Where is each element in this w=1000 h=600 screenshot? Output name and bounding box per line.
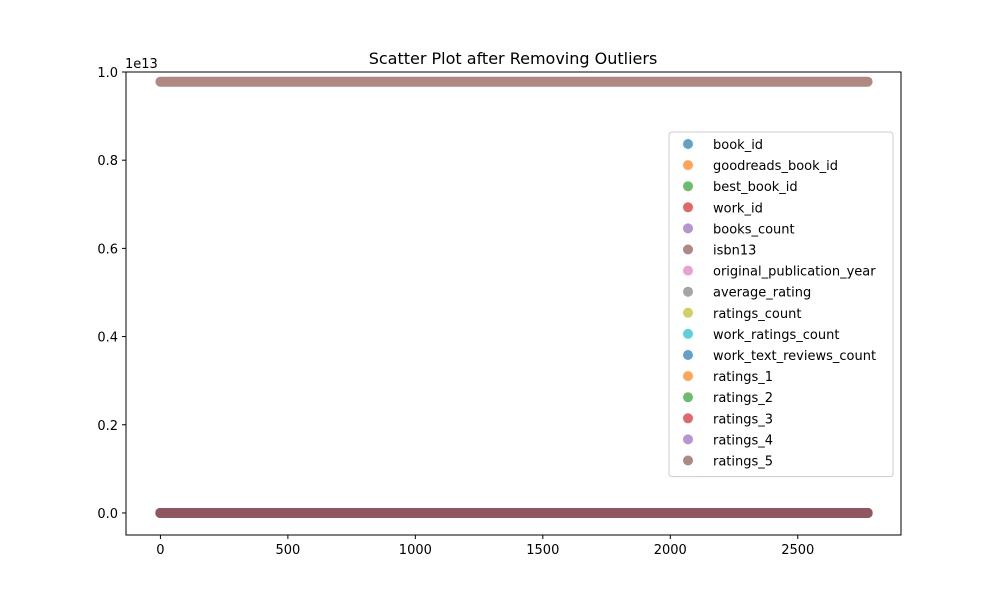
y-axis-offset-label: 1e13: [125, 57, 158, 72]
legend-label: ratings_5: [713, 455, 773, 470]
x-tick-label: 2500: [781, 543, 814, 558]
y-tick-label: 0.6: [97, 242, 118, 257]
legend-item: isbn13: [683, 244, 756, 259]
legend-label: ratings_2: [713, 391, 773, 406]
legend-marker: [683, 160, 693, 171]
x-tick-label: 0: [156, 543, 164, 558]
legend-marker: [683, 265, 693, 276]
legend-item: ratings_3: [683, 412, 773, 427]
legend-marker: [683, 413, 693, 424]
legend-item: average_rating: [683, 286, 811, 301]
legend-item: books_count: [683, 222, 795, 237]
legend-item: ratings_5: [683, 455, 773, 470]
x-tick-label: 1000: [399, 543, 432, 558]
legend-item: ratings_4: [683, 433, 773, 448]
legend-label: books_count: [713, 222, 795, 237]
legend-marker: [683, 139, 693, 149]
legend-item: ratings_1: [683, 370, 773, 385]
legend-marker: [683, 307, 693, 318]
legend-label: work_id: [713, 201, 763, 216]
y-tick-label: 0.2: [97, 419, 118, 434]
legend-item: original_publication_year: [683, 265, 876, 280]
legend-marker: [683, 455, 693, 466]
legend-marker: [683, 181, 693, 192]
legend-item: best_book_id: [683, 180, 798, 195]
legend-marker: [683, 350, 693, 360]
legend-item: ratings_count: [683, 307, 801, 322]
legend-item: book_id: [683, 138, 763, 153]
legend-item: work_id: [683, 201, 763, 216]
legend-label: book_id: [713, 138, 763, 153]
legend-marker: [683, 286, 693, 297]
legend-label: original_publication_year: [713, 265, 876, 280]
y-tick-label: 1.0: [97, 66, 118, 81]
axes-frame: [125, 71, 902, 536]
legend-label: ratings_3: [713, 412, 773, 427]
legend-marker: [683, 371, 693, 382]
legend-label: work_text_reviews_count: [713, 349, 876, 364]
x-tick-label: 500: [275, 543, 300, 558]
legend-marker: [683, 392, 693, 403]
legend-label: isbn13: [713, 244, 756, 259]
legend: book_id goodreads_book_id best_book_idwork…: [668, 131, 894, 478]
legend-label: goodreads_book_id: [713, 159, 838, 174]
plot-area: [155, 76, 873, 518]
legend-item: work_text_reviews_count: [683, 349, 876, 364]
y-tick-label: 0.0: [97, 507, 118, 522]
legend-item: ratings_2: [683, 391, 773, 406]
legend-label: work_ratings_count: [713, 328, 839, 343]
y-tick-label: 0.8: [97, 154, 118, 169]
legend-item: goodreads_book_id: [683, 159, 838, 174]
legend-label: ratings_count: [713, 307, 801, 322]
legend-label: ratings_4: [713, 433, 773, 448]
legend-label: average_rating: [713, 286, 811, 301]
legend-box: [668, 131, 894, 478]
legend-marker: [683, 328, 693, 339]
x-tick-label: 2000: [654, 543, 687, 558]
legend-label: ratings_1: [713, 370, 773, 385]
x-tick-label: 1500: [526, 543, 559, 558]
legend-marker: [683, 223, 693, 234]
legend-label: best_book_id: [713, 180, 798, 195]
chart-title: Scatter Plot after Removing Outliers: [369, 49, 658, 68]
y-axis: 0.0 0.2 0.4 0.6 0.8 1.0: [97, 66, 126, 522]
legend-marker: [683, 202, 693, 213]
legend-marker: [683, 434, 693, 445]
y-tick-label: 0.4: [97, 331, 118, 346]
legend-item: work_ratings_count: [683, 328, 839, 343]
legend-marker: [683, 244, 693, 255]
x-axis: 0 500 1000 1500 2000 2500: [156, 535, 814, 558]
